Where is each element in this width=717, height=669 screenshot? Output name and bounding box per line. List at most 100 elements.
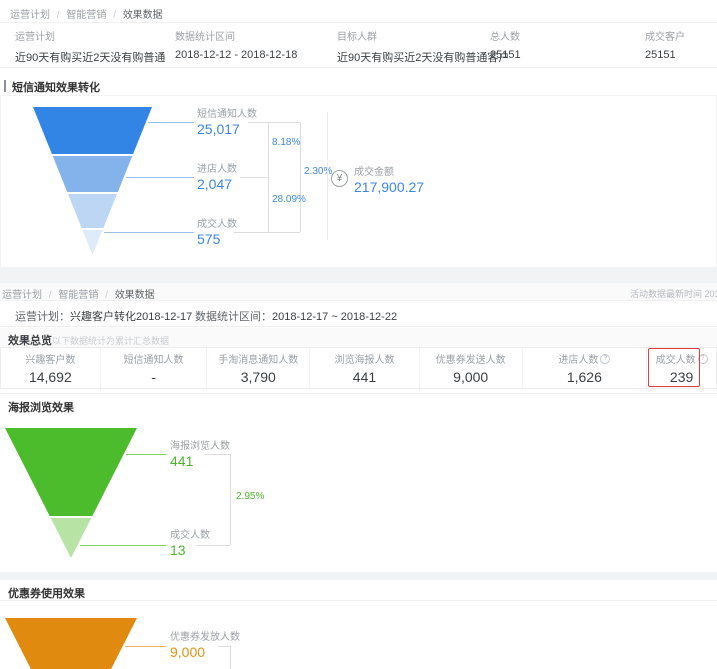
stat-deals: 成交人数 ? 239 bbox=[647, 348, 716, 388]
funnel-stage-band bbox=[5, 618, 137, 669]
section-gap bbox=[0, 572, 717, 580]
breadcrumb-band bbox=[0, 283, 717, 300]
stat-label: 短信通知人数 bbox=[123, 355, 184, 366]
stage-label: 短信通知人数 bbox=[197, 109, 257, 120]
stage-value: 25,017 bbox=[197, 121, 240, 137]
plan-daterange: 数据统计区间：2018-12-17 ~ 2018-12-22 bbox=[195, 308, 397, 324]
yen-icon: ¥ bbox=[331, 170, 348, 187]
stat-coupons-sent: 优惠券发送人数 9,000 bbox=[420, 348, 523, 388]
field-label: 数据统计区间 bbox=[175, 32, 235, 43]
sms-stage-notified: 短信通知人数 25,017 bbox=[197, 105, 257, 137]
stage-label: 海报浏览人数 bbox=[170, 441, 230, 452]
stat-interest-customers: 兴趣客户数 14,692 bbox=[1, 348, 101, 388]
bracket-tick bbox=[248, 122, 300, 123]
stage-label: 成交人数 bbox=[197, 219, 237, 230]
breadcrumb-item[interactable]: 智能营销 bbox=[58, 290, 99, 301]
section-title-poster: 海报浏览效果 bbox=[8, 402, 74, 414]
stage-label: 进店人数 bbox=[197, 164, 237, 175]
title-accent-bar bbox=[4, 80, 6, 92]
info-field-customers: 成交客户 25151 bbox=[645, 28, 685, 61]
bracket-tick bbox=[204, 454, 230, 455]
leader-line bbox=[125, 646, 166, 647]
plan-label: 运营计划： bbox=[15, 311, 70, 323]
info-field-daterange: 数据统计区间 2018-12-12 - 2018-12-18 bbox=[175, 28, 297, 61]
yen-glyph: ¥ bbox=[336, 173, 343, 184]
amount-label: 成交金额 bbox=[354, 167, 394, 178]
funnel-stage-band bbox=[5, 518, 137, 558]
field-label: 目标人群 bbox=[337, 32, 377, 43]
bracket-tick bbox=[196, 545, 230, 546]
breadcrumb-item-current: 效果数据 bbox=[114, 290, 155, 301]
bracket-line bbox=[230, 454, 231, 545]
bracket-line bbox=[268, 122, 269, 232]
range-value: 2018-12-17 ~ 2018-12-22 bbox=[272, 311, 398, 323]
stat-sms-notified: 短信通知人数 - bbox=[101, 348, 208, 388]
breadcrumb-separator: / bbox=[105, 290, 108, 301]
stage-value: 441 bbox=[170, 453, 194, 469]
plan-name: 运营计划：兴趣客户转化2018-12-17 bbox=[15, 308, 192, 324]
stat-value: - bbox=[151, 369, 156, 385]
stat-label: 优惠券发送人数 bbox=[435, 355, 506, 366]
breadcrumb-item-current: 效果数据 bbox=[122, 10, 163, 21]
stage-value: 2,047 bbox=[197, 176, 233, 192]
section-title-coupon: 优惠券使用效果 bbox=[8, 588, 85, 600]
bracket-tick bbox=[234, 232, 300, 233]
field-label: 成交客户 bbox=[645, 32, 685, 43]
vertical-divider bbox=[327, 112, 328, 240]
overview-title: 效果总览 bbox=[8, 335, 52, 347]
field-label: 总人数 bbox=[490, 32, 520, 43]
bracket-line bbox=[230, 646, 231, 669]
sms-stage-visited: 进店人数 2,047 bbox=[197, 160, 237, 192]
overview-note: 以下数据统计为累计汇总数据 bbox=[52, 336, 170, 346]
leader-line bbox=[80, 545, 166, 546]
conversion-rate-2-3: 28.09% bbox=[272, 194, 306, 205]
bracket-line bbox=[300, 122, 301, 232]
breadcrumb-item[interactable]: 智能营销 bbox=[66, 10, 107, 21]
stat-label: 浏览海报人数 bbox=[334, 355, 395, 366]
breadcrumb: 运营计划 / 智能营销 / 效果数据 bbox=[10, 6, 163, 21]
bracket-tick bbox=[218, 646, 230, 647]
leader-line bbox=[104, 232, 194, 233]
field-value: 2018-12-12 - 2018-12-18 bbox=[175, 49, 298, 61]
breadcrumb-item[interactable]: 运营计划 bbox=[10, 10, 50, 21]
plan-info-row: 运营计划：兴趣客户转化2018-12-17 数据统计区间：2018-12-17 … bbox=[0, 300, 717, 327]
stat-label: 兴趣客户数 bbox=[25, 355, 76, 366]
funnel-stage-band bbox=[5, 428, 137, 516]
conversion-rate-overall: 2.30% bbox=[304, 166, 333, 177]
poster-conversion-rate: 2.95% bbox=[236, 491, 265, 502]
breadcrumb: 运营计划 / 智能营销 / 效果数据 bbox=[2, 286, 155, 301]
plan-value: 兴趣客户转化2018-12-17 bbox=[70, 311, 193, 323]
divider bbox=[0, 393, 717, 394]
field-value: 25151 bbox=[490, 49, 521, 61]
breadcrumb-separator: / bbox=[56, 10, 60, 21]
stat-value: 9,000 bbox=[453, 369, 489, 385]
stage-value: 575 bbox=[197, 231, 221, 247]
stat-label: 手淘消息通知人数 bbox=[218, 355, 299, 366]
field-value: 25151 bbox=[645, 49, 676, 61]
stat-label: 成交人数 bbox=[655, 355, 696, 366]
poster-funnel-chart bbox=[5, 428, 137, 558]
info-field-plan: 运营计划 近90天有购买近2天没有购普通 bbox=[15, 28, 165, 65]
section-gap bbox=[0, 268, 717, 283]
amount-value: 217,900.27 bbox=[354, 179, 425, 195]
stage-value: 9,000 bbox=[170, 644, 206, 660]
info-field-audience: 目标人群 近90天有购买近2天没有购普通客户 bbox=[337, 28, 509, 65]
stage-label: 优惠券发放人数 bbox=[170, 632, 240, 643]
info-field-total: 总人数 25151 bbox=[490, 28, 521, 61]
stat-label: 进店人数 bbox=[558, 355, 599, 366]
info-icon[interactable]: ? bbox=[600, 353, 611, 364]
breadcrumb-item[interactable]: 运营计划 bbox=[2, 290, 42, 301]
stage-value: 13 bbox=[170, 542, 186, 558]
field-label: 运营计划 bbox=[15, 32, 55, 43]
stat-poster-views: 浏览海报人数 441 bbox=[310, 348, 420, 388]
stat-value: 1,626 bbox=[566, 369, 602, 385]
poster-stage-views: 海报浏览人数 441 bbox=[170, 437, 230, 469]
overview-band bbox=[0, 328, 717, 347]
stat-store-visits: 进店人数 ? 1,626 bbox=[523, 348, 648, 388]
sms-stage-purchased: 成交人数 575 bbox=[197, 215, 237, 247]
deal-amount: 成交金额 217,900.27 bbox=[354, 163, 424, 195]
coupon-stage-sent: 优惠券发放人数 9,000 bbox=[170, 628, 240, 660]
bracket-tick bbox=[240, 177, 268, 178]
info-icon[interactable]: ? bbox=[697, 353, 708, 364]
